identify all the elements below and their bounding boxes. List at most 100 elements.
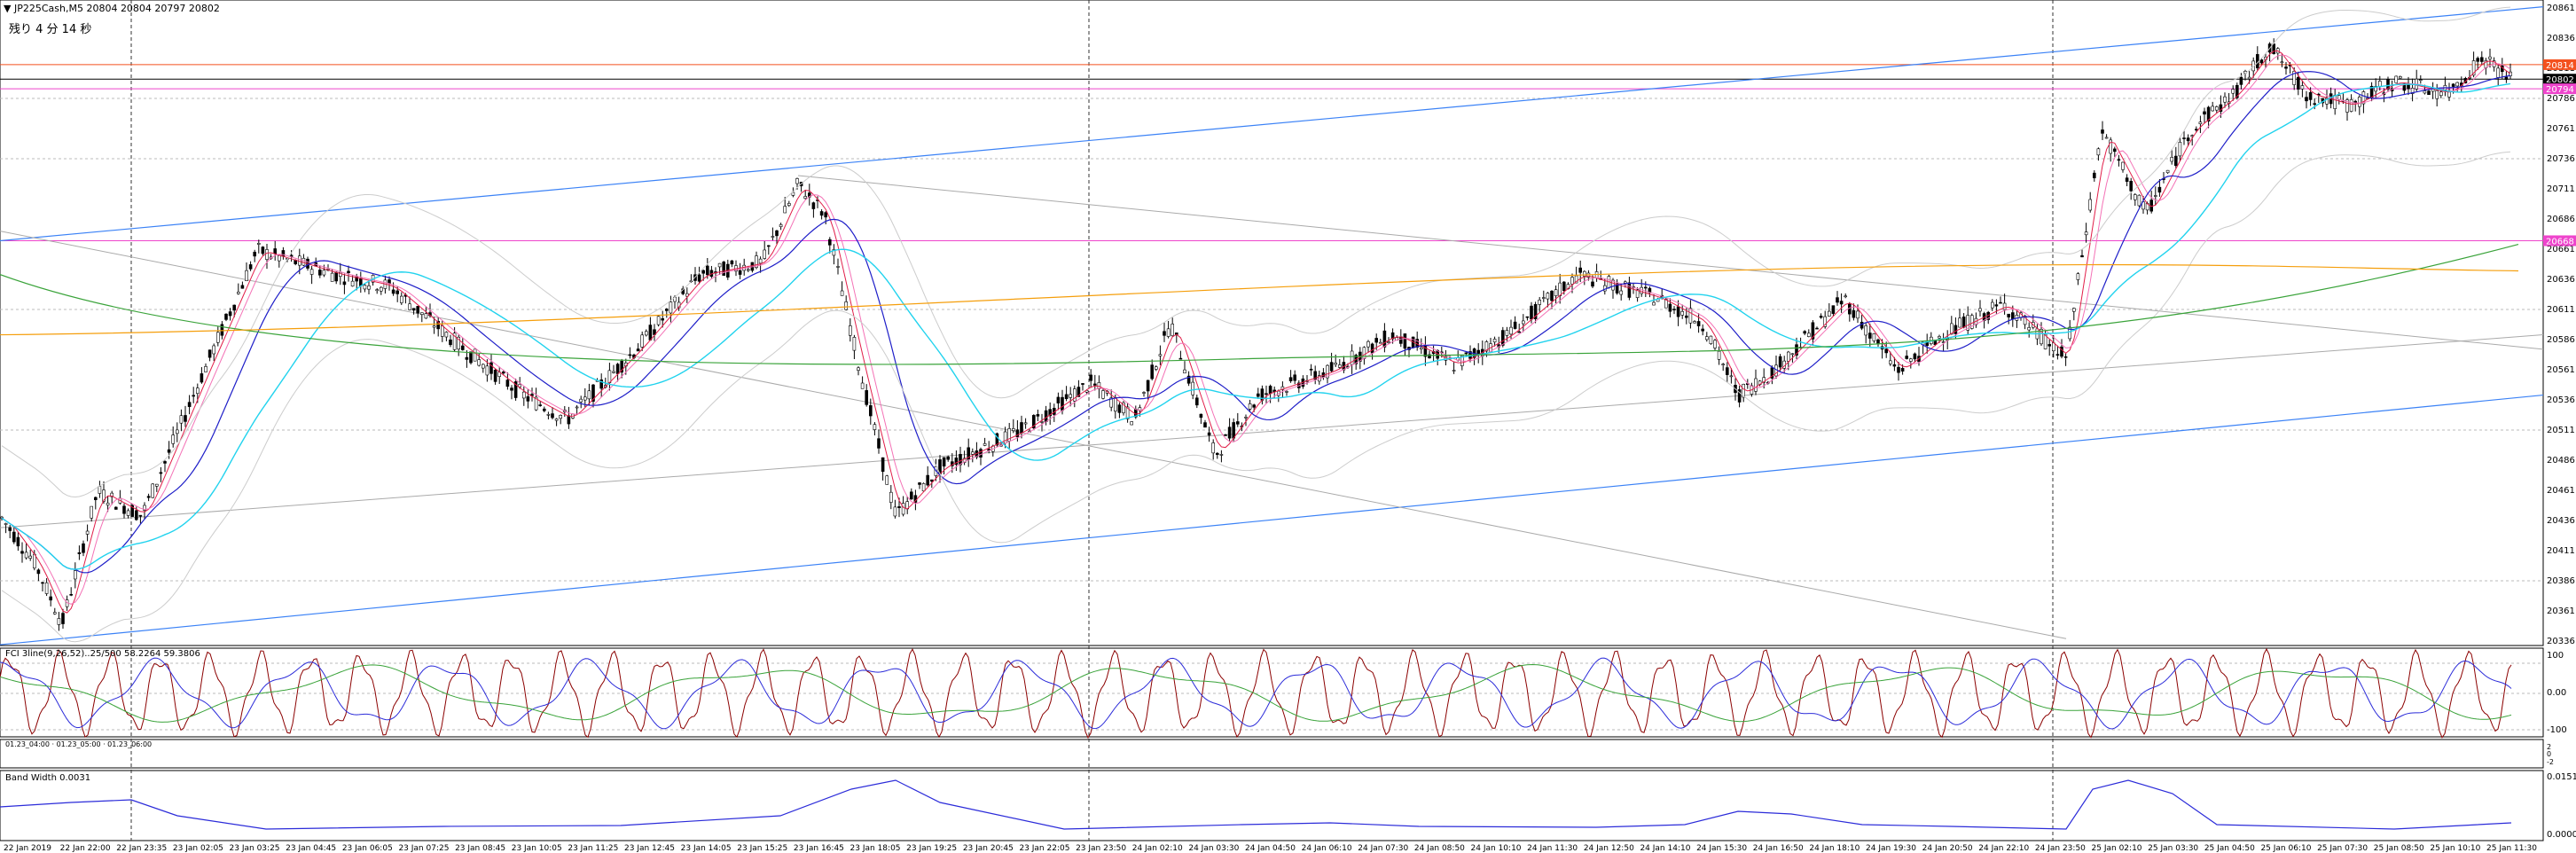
candle-body	[705, 265, 709, 276]
candle-body	[1125, 406, 1130, 419]
candle-body	[2259, 59, 2264, 64]
cci-indicator-label: FCI 3line(9,26,52)..25/500 58.2264 59.38…	[5, 649, 200, 659]
candle-body	[102, 489, 106, 502]
candle-body	[1313, 371, 1317, 380]
candle-body	[1142, 392, 1146, 394]
candle-body	[1326, 364, 1329, 379]
candle-body	[94, 497, 98, 501]
candle-body	[1705, 336, 1709, 340]
time-axis-label: 25 Jan 02:10	[2092, 844, 2142, 853]
candle-body	[2451, 83, 2455, 87]
candle-body	[587, 390, 591, 400]
candle-body	[1158, 354, 1163, 356]
candle-body	[526, 396, 530, 402]
candle-body	[2349, 98, 2353, 112]
time-axis-label: 24 Jan 15:30	[1696, 844, 1747, 853]
candle-body	[877, 438, 881, 449]
candle-body	[2394, 75, 2398, 83]
candle-body	[591, 384, 595, 402]
time-axis-label: 25 Jan 10:10	[2430, 844, 2480, 853]
candle-body	[61, 613, 65, 624]
candle-body	[1762, 377, 1766, 383]
candle-body	[167, 449, 171, 453]
candle-body	[334, 271, 339, 282]
candle-body	[1994, 304, 1999, 307]
candle-body	[436, 320, 441, 330]
candle-body	[803, 196, 808, 200]
candle-body	[1570, 277, 1574, 285]
candle-body	[2096, 148, 2101, 156]
candle-body	[106, 502, 110, 506]
candle-body	[367, 286, 371, 290]
candle-body	[840, 290, 844, 296]
candle-body	[82, 543, 85, 553]
time-axis-label: 23 Jan 20:45	[963, 844, 1014, 853]
candle-body	[1236, 421, 1240, 425]
candle-body	[1652, 301, 1656, 306]
candle-body	[2358, 97, 2361, 107]
candle-body	[1285, 391, 1288, 393]
candle-body	[1991, 301, 1994, 309]
price-axis-label: 20361	[2547, 606, 2575, 616]
candle-body	[2345, 99, 2349, 113]
candle-body	[2093, 172, 2096, 179]
candle-body	[2002, 302, 2007, 310]
candle-body	[2211, 106, 2214, 112]
candle-body	[2174, 155, 2178, 166]
ma-blue-line	[1, 71, 2511, 574]
candle-body	[265, 249, 269, 260]
price-marker-box	[2543, 235, 2576, 247]
price-axis-label: 20761	[2547, 124, 2575, 134]
candle-body	[2292, 71, 2296, 85]
candle-body	[355, 276, 359, 282]
candle-body	[12, 531, 16, 543]
candle-body	[546, 414, 551, 416]
candle-body	[347, 270, 350, 274]
bar-countdown: 残り 4 分 14 秒	[9, 23, 92, 36]
price-axis-label: 20536	[2547, 395, 2575, 405]
candle-body	[1554, 289, 1558, 296]
candle-body	[399, 295, 403, 303]
candle-body	[807, 192, 811, 198]
candle-body	[1754, 378, 1758, 392]
candle-body	[1550, 290, 1554, 301]
candle-body	[791, 192, 795, 196]
candle-body	[465, 356, 469, 360]
candle-body	[388, 279, 391, 284]
candle-body	[1591, 281, 1594, 287]
candle-body	[1680, 310, 1684, 316]
candle-body	[1130, 421, 1133, 426]
candle-body	[1420, 347, 1423, 349]
time-axis-label: 24 Jan 06:10	[1302, 844, 1352, 853]
candle-body	[1484, 341, 1489, 352]
candle-body	[1015, 429, 1020, 438]
candle-body	[1624, 281, 1627, 284]
candle-body	[1178, 357, 1183, 360]
candle-body	[493, 369, 497, 382]
candle-body	[2109, 139, 2112, 154]
candle-body	[216, 332, 220, 343]
ma-orange-line	[0, 263, 2519, 336]
candle-body	[971, 451, 975, 455]
candle-body	[1538, 299, 1541, 305]
candle-body	[1905, 356, 1908, 359]
candle-body	[893, 506, 897, 517]
candle-body	[143, 505, 146, 511]
candle-body	[2399, 75, 2402, 79]
price-marker-box	[2543, 59, 2576, 70]
candle-body	[1166, 328, 1171, 337]
price-axis-label: 20411	[2547, 546, 2575, 556]
candle-body	[184, 415, 187, 422]
candle-body	[1574, 275, 1578, 284]
candle-body	[200, 373, 204, 383]
dropdown-triangle-icon[interactable]: ▼	[4, 3, 12, 14]
candle-body	[836, 266, 840, 268]
candle-body	[1288, 377, 1293, 381]
candle-body	[1517, 331, 1521, 333]
time-axis-label: 23 Jan 14:05	[681, 844, 732, 853]
candle-body	[848, 325, 852, 336]
candle-body	[485, 365, 489, 376]
cci-mid-line	[0, 657, 2512, 730]
candle-body	[1211, 442, 1215, 454]
